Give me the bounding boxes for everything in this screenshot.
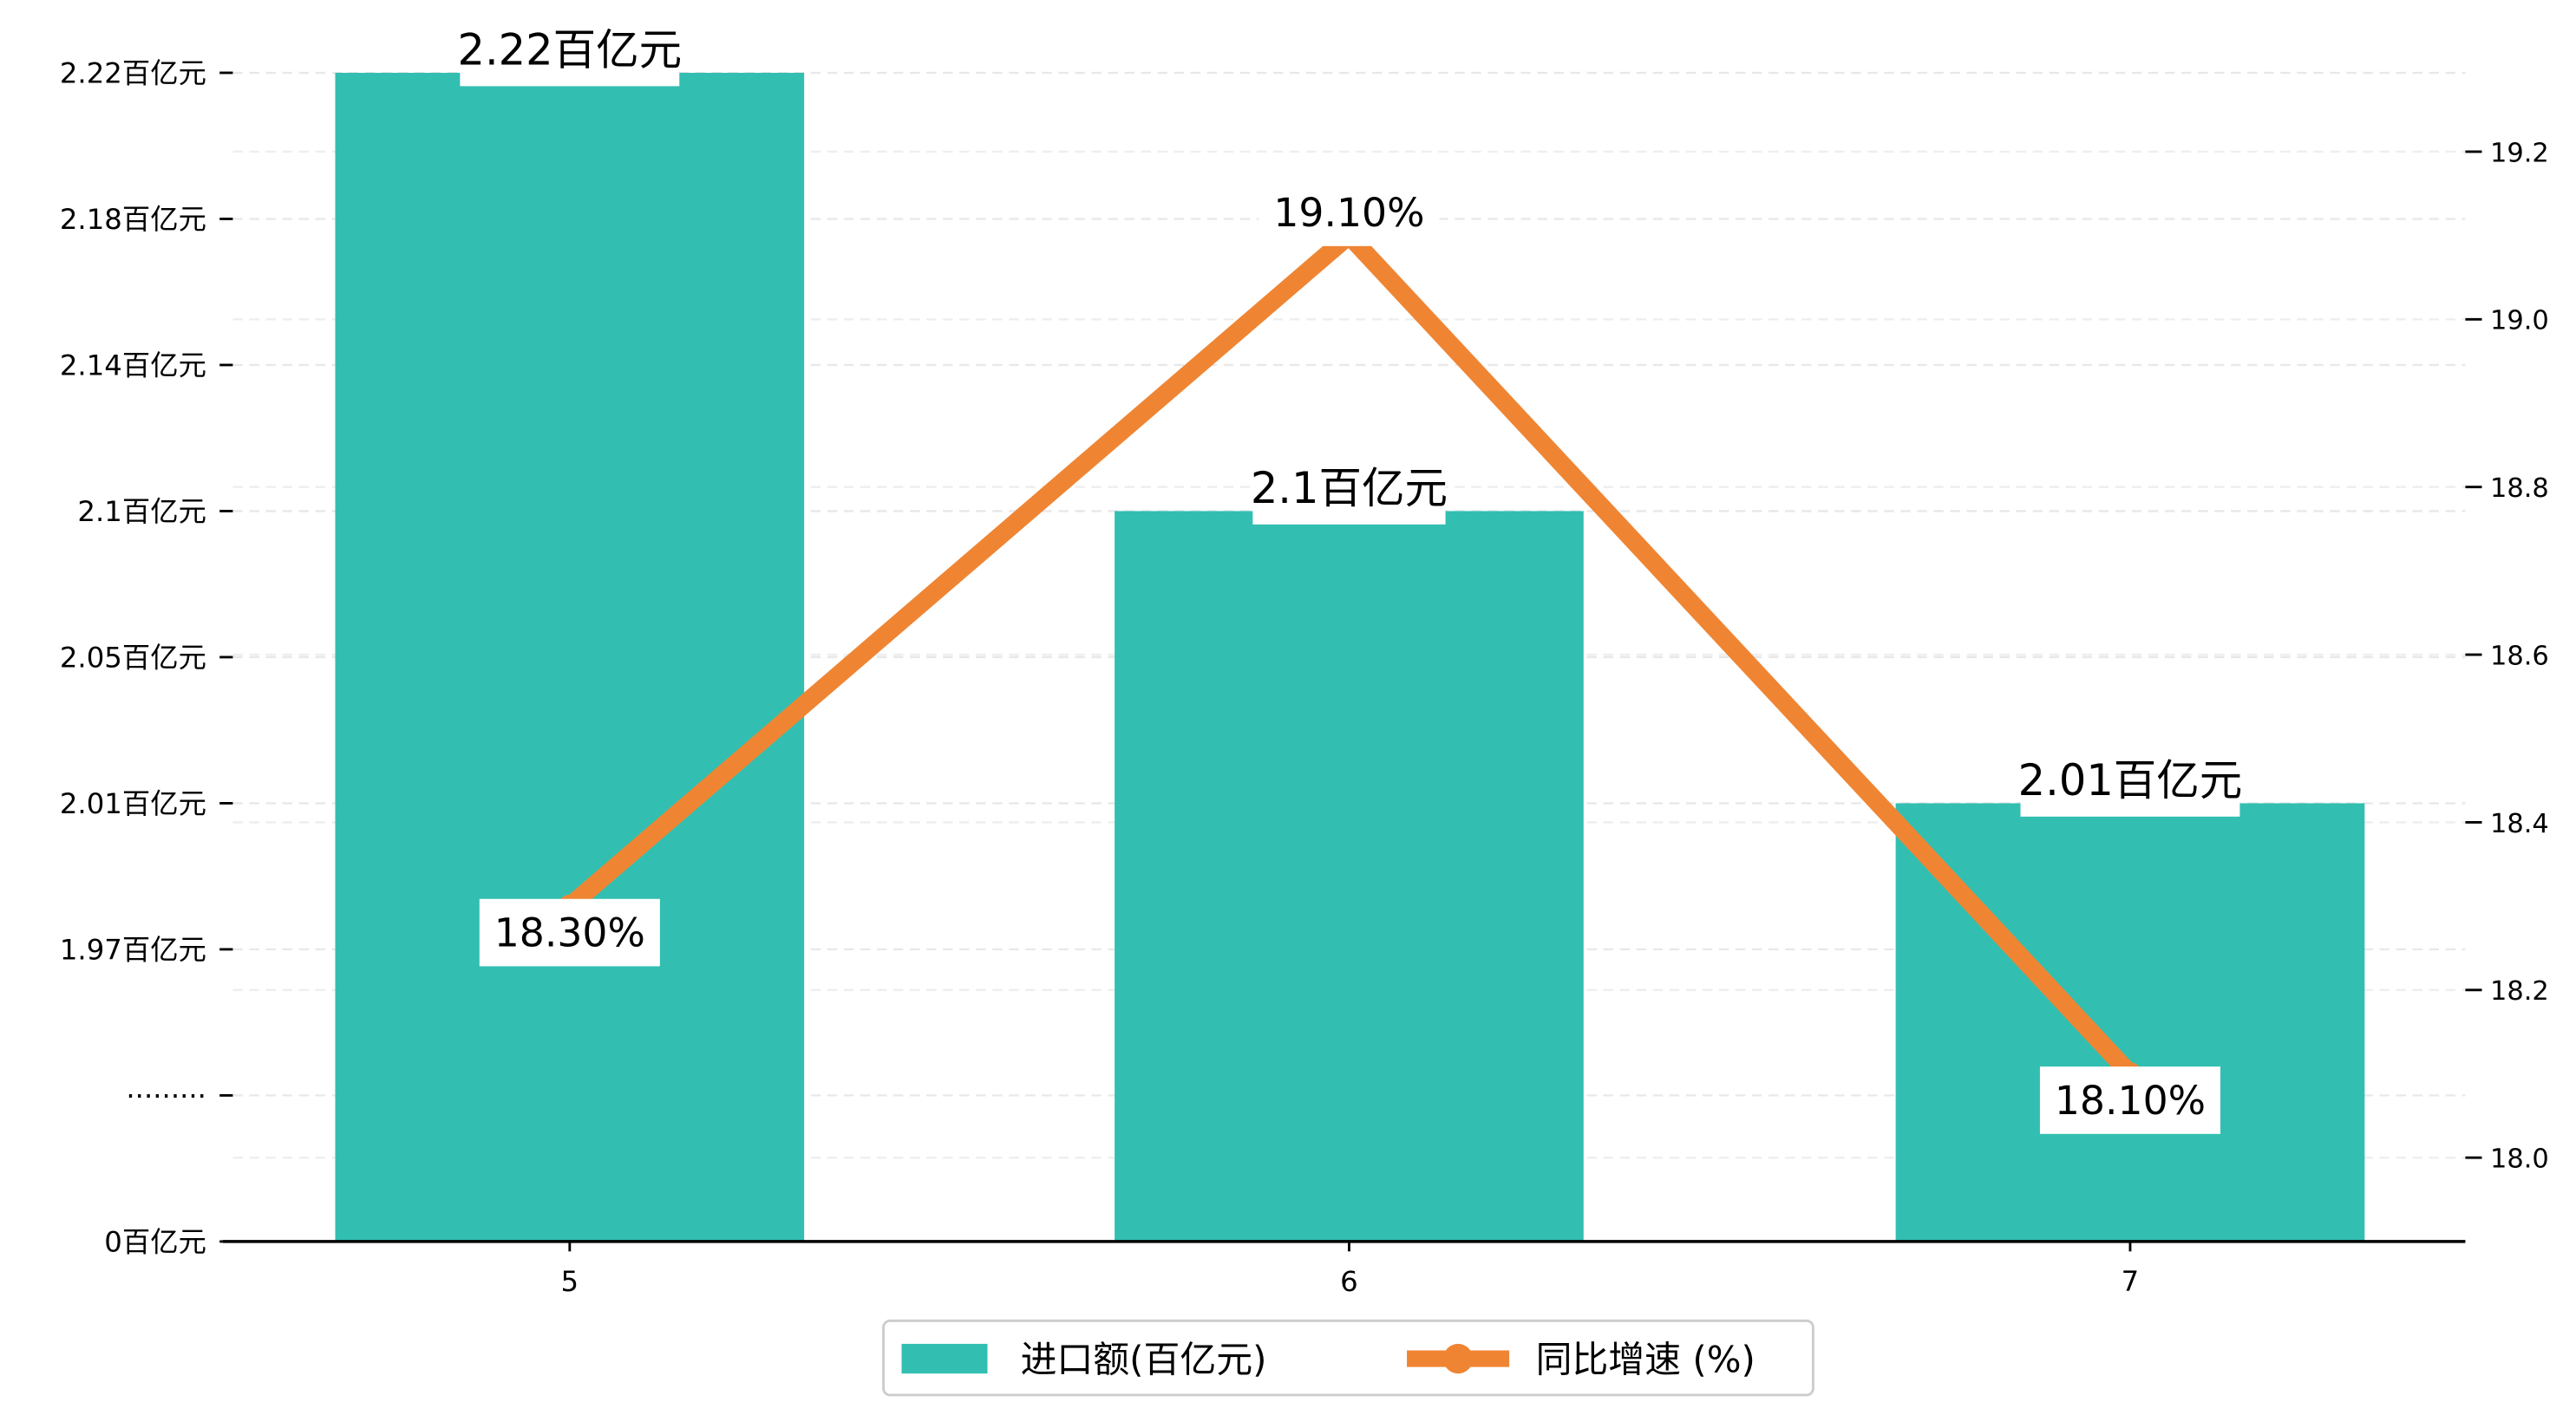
line-label-6-bg — [1259, 179, 1440, 246]
legend-marker-line — [1442, 1343, 1474, 1374]
line-label-5: 18.30% — [494, 910, 645, 956]
left-tick-label: 2.14百亿元 — [60, 349, 206, 381]
line-label-5-bg — [479, 898, 660, 967]
legend-label-line: 同比增速 (%) — [1536, 1338, 1755, 1380]
left-tick-label: 2.05百亿元 — [60, 641, 206, 674]
bars — [335, 72, 2365, 1242]
line-label-6: 19.10% — [1273, 190, 1424, 236]
bar-label-5: 2.22百亿元 — [457, 25, 682, 75]
left-tick-label: 2.01百亿元 — [60, 787, 206, 820]
left-axis: 2.22百亿元 2.18百亿元 2.14百亿元 2.1百亿元 2.05百亿元 2.01百亿… — [60, 56, 233, 1258]
right-tick-label: 19.2 — [2490, 138, 2549, 168]
bar-label-7-bg — [2020, 743, 2240, 817]
bar-6 — [1115, 511, 1584, 1242]
bar-label-5-bg — [460, 13, 680, 87]
left-tick-label: 2.1百亿元 — [77, 495, 206, 528]
left-tick-label: 1.97百亿元 — [60, 933, 206, 966]
bar-label-7: 2.01百亿元 — [2018, 755, 2243, 805]
legend-label-bar: 进口额(百亿元) — [1021, 1338, 1267, 1380]
x-tick-label: 5 — [561, 1265, 579, 1298]
x-tick-label: 7 — [2122, 1265, 2140, 1298]
right-tick-label: 18.8 — [2490, 473, 2549, 504]
left-tick-label: 2.18百亿元 — [60, 203, 206, 236]
right-tick-label: 19.0 — [2490, 306, 2549, 336]
data-labels: 2.22百亿元 2.1百亿元 2.01百亿元 18.30% 19.10% 18.10% — [457, 13, 2242, 1134]
right-tick-label: 18.0 — [2490, 1144, 2549, 1175]
bar-label-6: 2.1百亿元 — [1251, 463, 1448, 513]
line-label-7: 18.10% — [2055, 1078, 2206, 1124]
legend-swatch-bar — [901, 1343, 988, 1374]
bar-label-6-bg — [1252, 451, 1446, 525]
left-tick-label: 2.22百亿元 — [60, 56, 206, 89]
right-tick-label: 18.4 — [2490, 809, 2549, 839]
legend: 进口额(百亿元) 同比增速 (%) — [882, 1319, 1814, 1397]
line-label-7-bg — [2039, 1066, 2220, 1134]
left-tick-label: 0百亿元 — [104, 1225, 206, 1258]
right-tick-label: 18.6 — [2490, 642, 2549, 672]
x-axis: 5 6 7 — [223, 1240, 2466, 1298]
bar-5 — [335, 72, 805, 1242]
right-axis: 19.2 19.0 18.8 18.6 18.4 18.2 18.0 — [2465, 138, 2549, 1175]
bar-7 — [1895, 803, 2365, 1242]
left-tick-label: ········· — [126, 1079, 206, 1112]
x-tick-label: 6 — [1340, 1265, 1358, 1298]
right-tick-label: 18.2 — [2490, 976, 2549, 1007]
